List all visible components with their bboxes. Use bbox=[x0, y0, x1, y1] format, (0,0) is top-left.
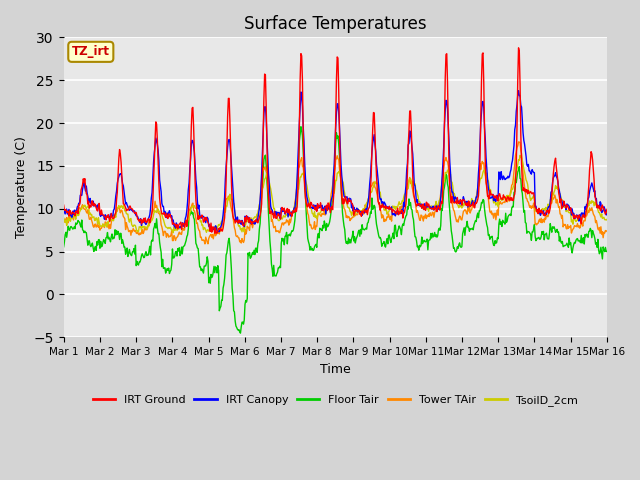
X-axis label: Time: Time bbox=[320, 362, 351, 375]
Y-axis label: Temperature (C): Temperature (C) bbox=[15, 136, 28, 238]
Legend: IRT Ground, IRT Canopy, Floor Tair, Tower TAir, TsoilD_2cm: IRT Ground, IRT Canopy, Floor Tair, Towe… bbox=[88, 391, 582, 411]
Text: TZ_irt: TZ_irt bbox=[72, 45, 110, 59]
Title: Surface Temperatures: Surface Temperatures bbox=[244, 15, 427, 33]
